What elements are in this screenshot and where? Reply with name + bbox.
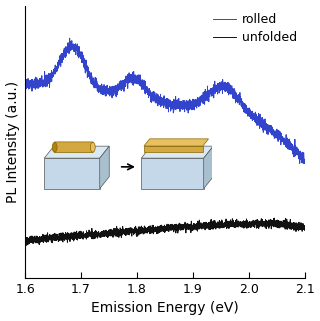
unfolded: [297, 225, 301, 229]
rolled: [23, 80, 27, 84]
unfolded: [25, 243, 28, 247]
X-axis label: Emission Energy (eV): Emission Energy (eV): [91, 301, 239, 316]
rolled: [131, 82, 134, 86]
unfolded: [23, 242, 27, 246]
rolled: [297, 154, 301, 158]
unfolded: [303, 228, 307, 232]
unfolded: [272, 216, 276, 220]
Legend: rolled, unfolded: rolled, unfolded: [212, 12, 298, 45]
rolled: [55, 65, 59, 69]
Line: rolled: rolled: [25, 38, 305, 164]
rolled: [142, 86, 146, 90]
rolled: [302, 162, 306, 166]
Y-axis label: PL Intensity (a.u.): PL Intensity (a.u.): [5, 81, 20, 203]
unfolded: [131, 227, 134, 231]
unfolded: [142, 231, 146, 235]
rolled: [303, 159, 307, 163]
unfolded: [55, 233, 59, 237]
rolled: [72, 43, 76, 47]
unfolded: [267, 221, 271, 225]
unfolded: [72, 239, 76, 243]
Line: unfolded: unfolded: [25, 218, 305, 245]
rolled: [68, 36, 72, 40]
rolled: [267, 126, 271, 130]
